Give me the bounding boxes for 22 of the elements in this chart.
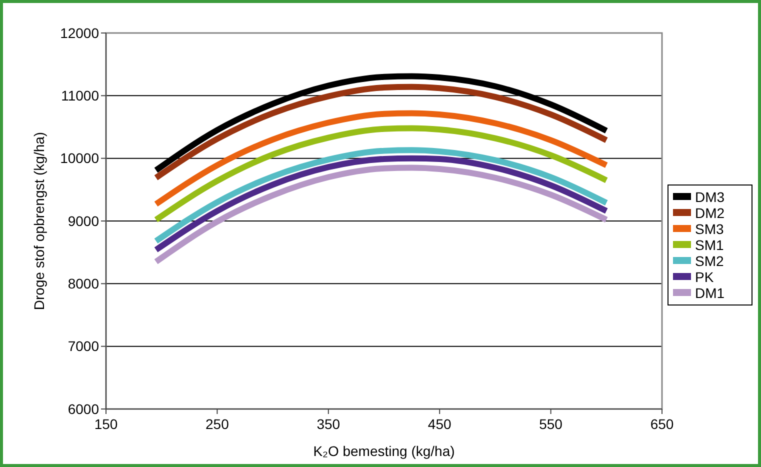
y-tick-label: 12000	[60, 24, 100, 41]
x-axis-title: K₂O bemesting (kg/ha)	[313, 443, 455, 459]
legend-label: PK	[695, 268, 714, 285]
x-tick-label: 150	[94, 416, 118, 432]
x-tick-label: 250	[206, 416, 230, 432]
y-tick-label: 8000	[68, 276, 100, 292]
legend-label: SM3	[695, 220, 724, 237]
x-tick-label: 450	[428, 416, 452, 432]
y-tick-label: 11000	[61, 88, 100, 104]
legend-label: DM3	[695, 188, 725, 205]
x-tick-label: 650	[650, 416, 674, 432]
legend-label: DM2	[695, 204, 725, 221]
x-tick-label: 550	[539, 416, 563, 432]
x-tick-label: 350	[316, 416, 340, 432]
y-tick-label: 10000	[60, 150, 100, 166]
legend-label: SM1	[695, 236, 724, 253]
y-tick-label: 6000	[68, 400, 100, 417]
y-tick-label: 9000	[68, 212, 100, 229]
legend-label: DM1	[695, 284, 725, 301]
y-tick-label: 7000	[68, 338, 100, 354]
legend-label: SM2	[695, 252, 724, 269]
y-axis-title: Droge stof opbrengst (kg/ha)	[31, 132, 47, 310]
